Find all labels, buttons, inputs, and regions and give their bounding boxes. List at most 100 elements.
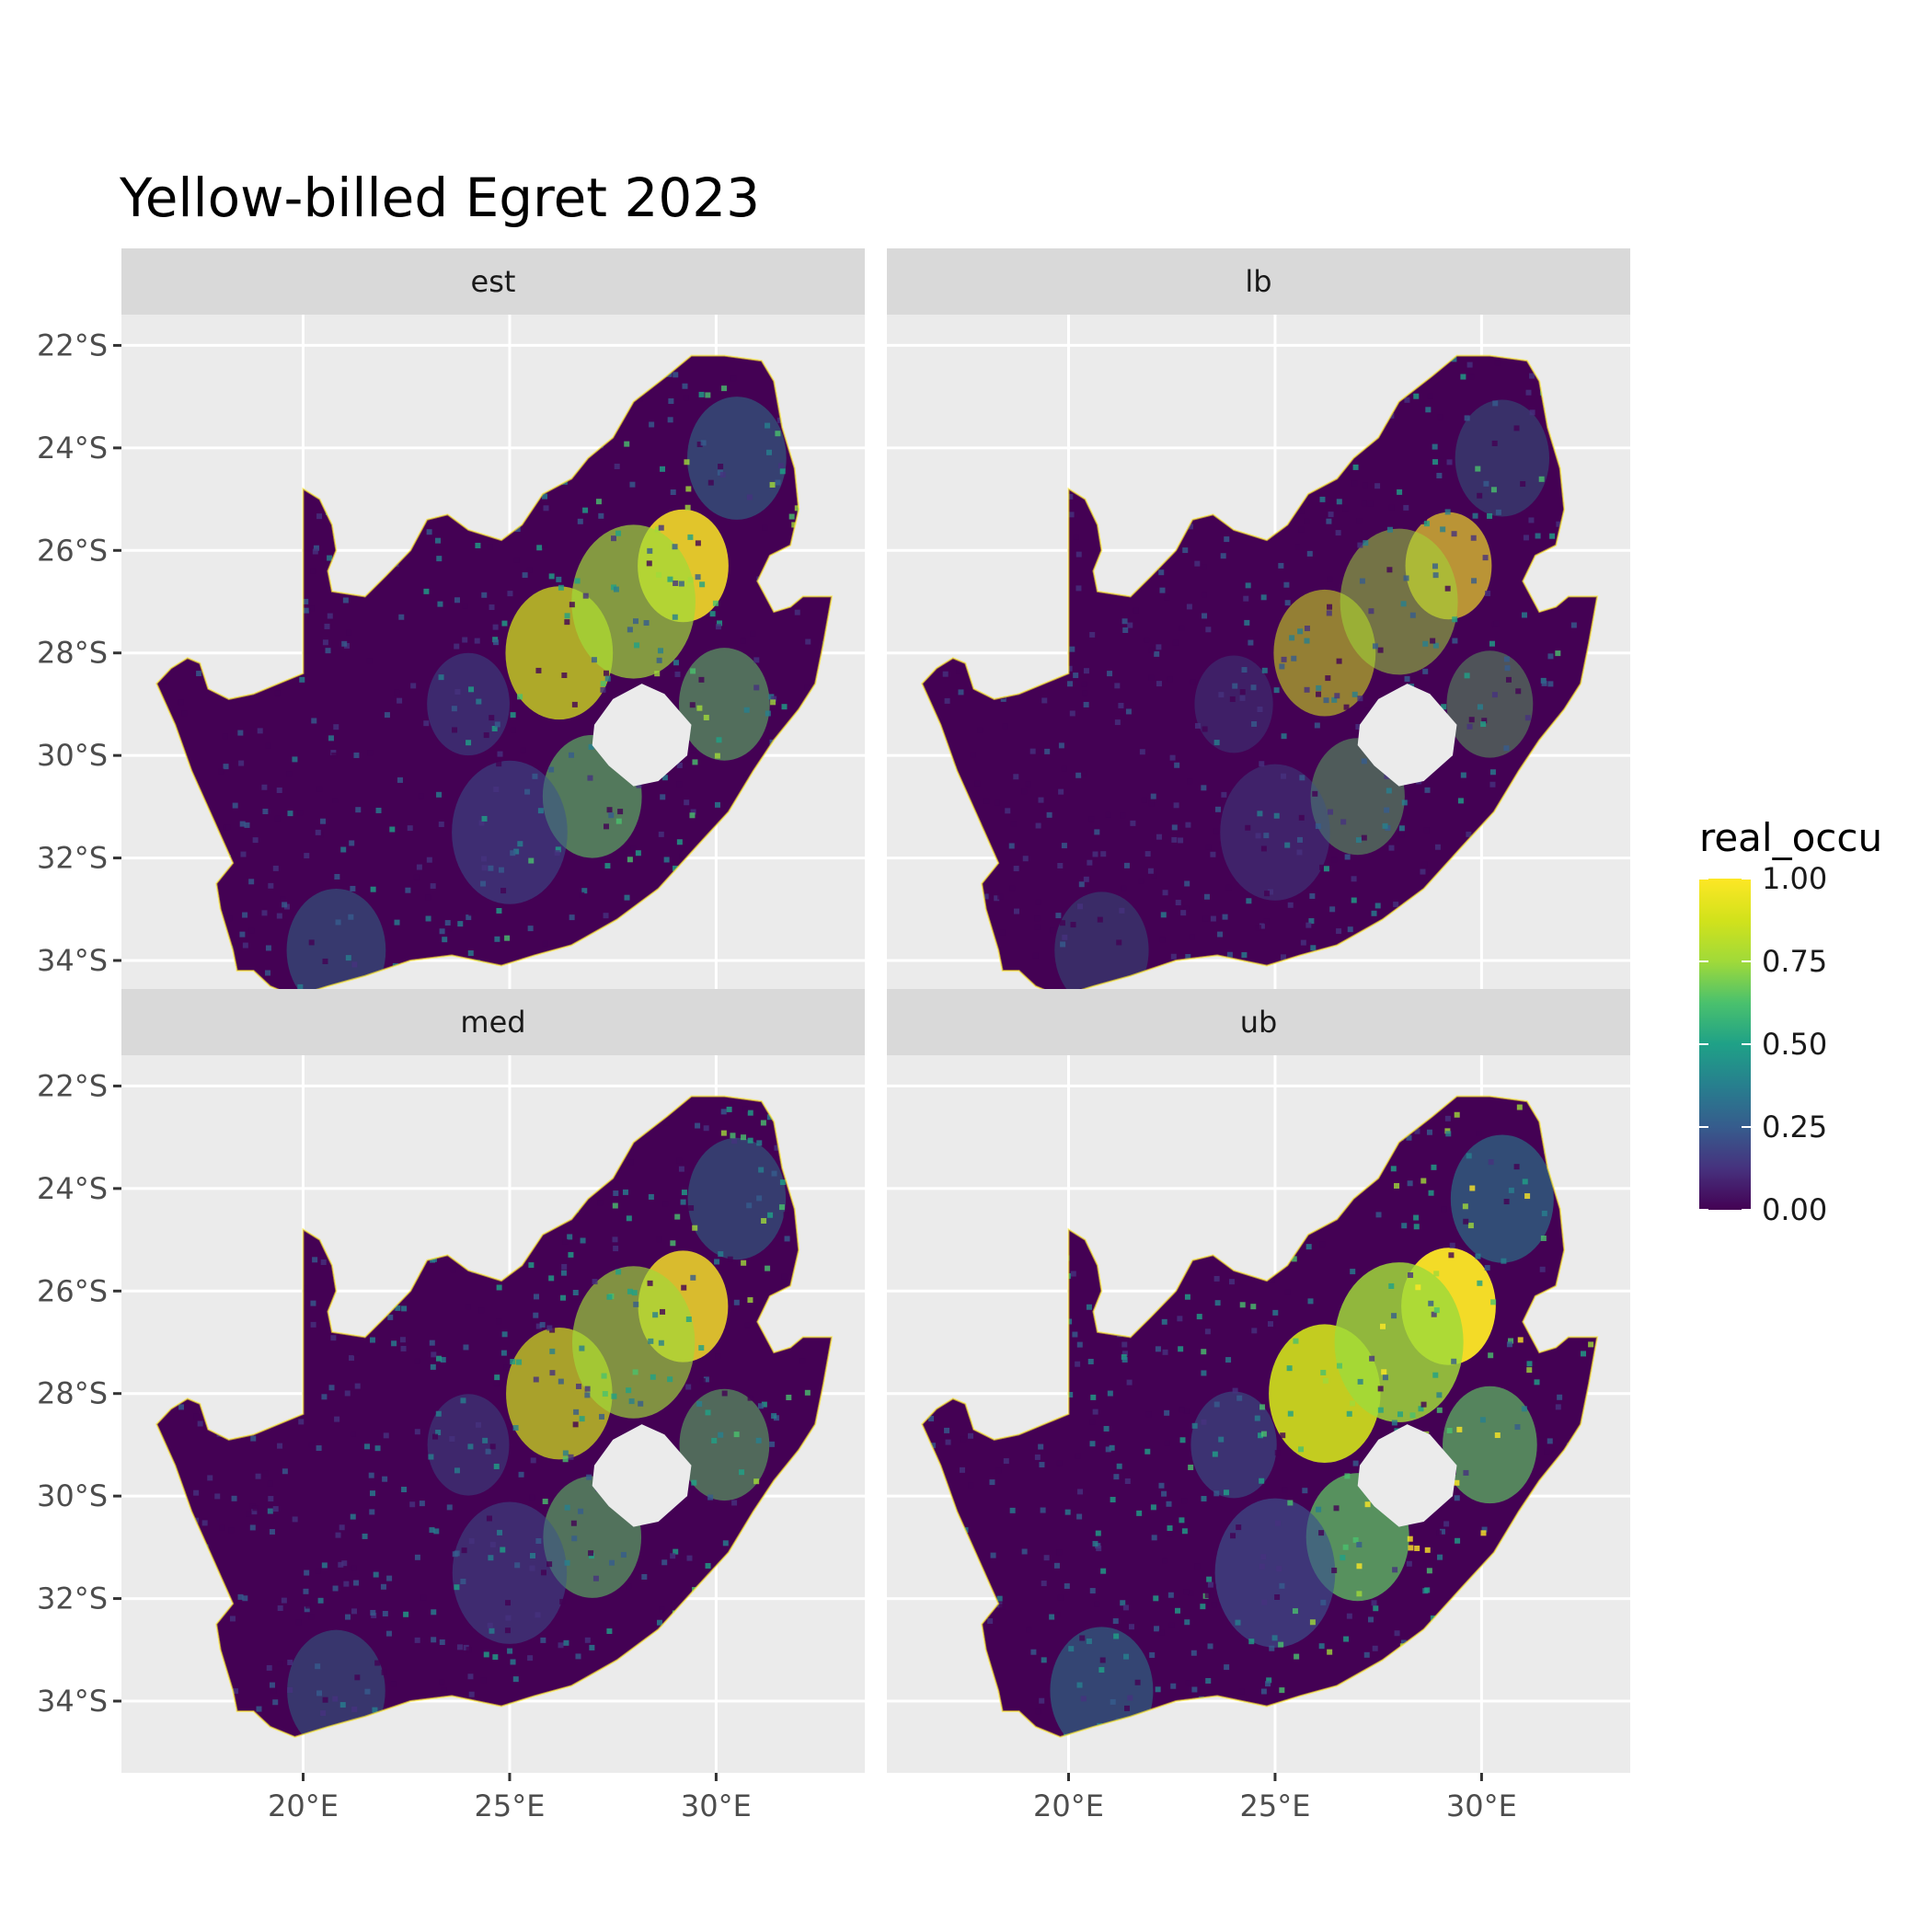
raster-cell [656, 1236, 662, 1243]
raster-cell [256, 1706, 262, 1712]
raster-cell [333, 724, 339, 730]
raster-cell [431, 1351, 437, 1358]
raster-cell [1482, 555, 1489, 561]
raster-cell [249, 1524, 256, 1531]
raster-cell [1490, 1299, 1497, 1305]
raster-cell [577, 518, 583, 524]
raster-cell [1267, 889, 1273, 895]
raster-cell [474, 638, 480, 644]
raster-cell [1127, 622, 1133, 628]
raster-cell [308, 1614, 315, 1620]
occupancy-hotspot [1334, 1262, 1464, 1422]
raster-cell [1094, 1601, 1100, 1607]
raster-cell [775, 431, 781, 437]
raster-cell [1391, 1313, 1397, 1319]
raster-cell [338, 1561, 344, 1568]
raster-cell [1436, 1392, 1443, 1398]
raster-cell [781, 1273, 788, 1280]
raster-cell [1088, 816, 1095, 822]
raster-cell [252, 1505, 259, 1512]
raster-cell [542, 542, 548, 548]
raster-cell [1078, 881, 1085, 888]
raster-cell [1228, 1279, 1235, 1285]
raster-cell [1112, 1618, 1119, 1625]
raster-cell [532, 773, 538, 779]
raster-cell [571, 701, 578, 707]
raster-cell [956, 668, 962, 674]
legend-label: 0.25 [1762, 1110, 1827, 1144]
raster-cell [261, 784, 268, 790]
raster-cell [1148, 647, 1155, 653]
raster-cell [374, 1445, 381, 1452]
raster-cell [1058, 742, 1064, 749]
raster-cell [1160, 912, 1167, 918]
raster-cell [1064, 1509, 1071, 1515]
facet-strip-lb [887, 248, 1630, 315]
raster-cell [715, 624, 721, 630]
raster-cell [1206, 1576, 1213, 1582]
raster-cell [478, 1307, 485, 1314]
raster-cell [1266, 1677, 1272, 1684]
raster-cell [233, 1688, 239, 1695]
raster-cell [1477, 1280, 1483, 1286]
raster-cell [1121, 1351, 1128, 1357]
raster-cell [512, 1424, 519, 1431]
raster-cell [1155, 1686, 1161, 1693]
raster-cell [794, 609, 800, 615]
raster-cell [1373, 1605, 1379, 1612]
raster-cell [757, 1403, 764, 1409]
raster-cell [678, 581, 684, 587]
raster-cell [1368, 608, 1374, 615]
raster-cell [1105, 811, 1111, 818]
raster-cell [1077, 1489, 1084, 1495]
raster-cell [239, 821, 246, 827]
x-tick-label: 20°E [1033, 1788, 1104, 1823]
raster-cell [321, 1562, 328, 1569]
raster-cell [546, 1325, 553, 1331]
raster-cell [1144, 1448, 1151, 1455]
raster-cell [1397, 489, 1403, 495]
raster-cell [684, 459, 690, 466]
raster-cell [265, 945, 271, 951]
raster-cell [518, 1471, 524, 1478]
raster-cell [638, 1400, 644, 1407]
raster-cell [486, 1515, 492, 1522]
raster-cell [1144, 851, 1151, 857]
raster-cell [1306, 550, 1313, 557]
raster-cell [339, 1524, 345, 1531]
raster-cell [667, 417, 673, 423]
raster-cell [1393, 902, 1399, 908]
raster-cell [1463, 1469, 1469, 1476]
raster-cell [487, 535, 493, 541]
raster-cell [441, 1687, 447, 1694]
raster-cell [1194, 722, 1201, 729]
raster-cell [1187, 778, 1193, 785]
raster-cell [580, 1237, 586, 1244]
facet-panel-ub: ub [887, 989, 1630, 1773]
raster-cell [431, 1637, 437, 1643]
raster-cell [489, 1443, 496, 1450]
raster-cell [1372, 643, 1378, 650]
raster-cell [1554, 711, 1560, 718]
raster-cell [353, 1580, 360, 1586]
raster-cell [673, 580, 679, 586]
raster-cell [703, 1125, 709, 1132]
raster-cell [699, 581, 706, 588]
raster-cell [466, 1647, 472, 1653]
raster-cell [1515, 688, 1522, 695]
raster-cell [1494, 1432, 1501, 1439]
raster-cell [1322, 1377, 1328, 1384]
raster-cell [1207, 1581, 1213, 1588]
raster-cell [1342, 505, 1349, 512]
raster-cell [1439, 1528, 1445, 1535]
raster-cell [663, 857, 670, 863]
raster-cell [1394, 1182, 1400, 1189]
raster-cell [744, 1322, 751, 1328]
raster-cell [369, 1490, 375, 1497]
raster-cell [1340, 819, 1347, 825]
raster-cell [942, 671, 949, 677]
raster-cell [603, 913, 609, 919]
raster-cell [1432, 563, 1438, 569]
raster-cell [513, 557, 520, 563]
raster-cell [1440, 526, 1446, 533]
